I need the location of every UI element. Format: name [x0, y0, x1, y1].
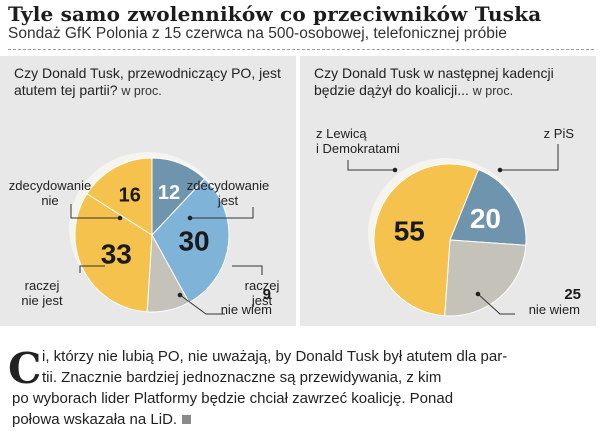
article-line-3: po wyborach lider Platformy będzie chcia… — [12, 390, 454, 407]
left-pie-slice-5 — [86, 157, 153, 236]
right-label-lewica-line-1: z Lewicą — [316, 126, 367, 141]
left-pie-value-5: 16 — [119, 185, 141, 207]
left-leader-raczej-nie-jest — [79, 265, 105, 273]
right-leader-nie-wiem — [477, 293, 515, 315]
right-leader-pis — [500, 144, 559, 171]
left-leader-raczej-jest — [232, 265, 263, 275]
left-leader-zdecydowanie-jest — [190, 207, 254, 219]
right-leader-dot-pis — [497, 167, 503, 173]
left-pie-value-2: 30 — [178, 225, 209, 256]
dashed-divider — [8, 49, 594, 50]
end-of-article-mark — [182, 415, 192, 424]
left-nie-wiem-value: 9 — [263, 286, 271, 303]
left-pie-chart: 12 30 33 16 9 zdecydowanie nie zdecydowanie jest… — [0, 56, 296, 326]
left-leader-dot-zdecydowanie-nie — [117, 215, 123, 221]
left-leader-zdecydowanie-nie — [70, 204, 120, 219]
left-question-unit: w proc. — [121, 84, 162, 98]
left-leader-dot-zdecydowanie-jest — [187, 215, 193, 221]
right-leader-dot-nie-wiem — [475, 291, 481, 297]
left-label-raczej-nie-jest-line-1: raczej — [25, 278, 60, 293]
left-question: Czy Donald Tusk, przewodniczący PO, jest… — [14, 65, 294, 100]
left-label-raczej-jest-line-1: raczej — [245, 278, 280, 293]
right-pie-value-3: 55 — [394, 216, 425, 247]
right-pie-chart: 20 55 25 z Lewicą i Demokratami z PiS nie wiem — [300, 56, 596, 326]
left-question-text: Czy Donald Tusk, przewodniczący PO, jest… — [14, 65, 281, 98]
article-line-2: tii. Znacznie bardziej jednoznaczne są p… — [42, 369, 442, 386]
right-label-pis: z PiS — [544, 126, 575, 141]
left-pie-slice-2 — [151, 178, 230, 304]
right-pie-value-1: 20 — [470, 203, 501, 234]
article-line-4-text: połowa wskazała na LiD. — [12, 411, 178, 428]
right-pie-slice-1 — [449, 168, 527, 246]
left-chart-panel: Czy Donald Tusk, przewodniczący PO, jest… — [0, 56, 296, 326]
left-label-zdecydowanie-nie-line-2: nie — [41, 193, 58, 208]
left-label-zdecydowanie-nie-line-1: zdecydowanie — [9, 178, 91, 193]
right-question: Czy Donald Tusk w następnej kadencji będ… — [314, 65, 594, 100]
right-question-text: Czy Donald Tusk w następnej kadencji będ… — [314, 65, 554, 98]
right-pie-slice-3 — [373, 163, 480, 317]
left-label-zdecydowanie-jest-line-1: zdecydowanie — [187, 178, 269, 193]
left-leader-nie-wiem — [179, 294, 225, 315]
left-leader-dot-nie-wiem — [177, 292, 183, 298]
article-line-1: i, którzy nie lubią PO, nie uważają, by … — [42, 348, 508, 365]
right-chart-panel: Czy Donald Tusk w następnej kadencji będ… — [300, 56, 596, 326]
left-label-raczej-nie-jest-line-2: nie jest — [21, 293, 63, 308]
infographic-subtitle: Sondaż GfK Polonia z 15 czerwca na 500-o… — [8, 25, 507, 42]
left-pie-value-4: 33 — [101, 238, 132, 269]
right-leader-lewica — [347, 160, 395, 171]
article-dropcap: C — [8, 344, 42, 393]
right-leader-dot-lewica — [392, 167, 398, 173]
infographic-title: Tyle samo zwolenników co przeciwników Tu… — [8, 2, 542, 26]
right-nie-wiem-value: 25 — [564, 286, 581, 303]
left-pie-svg: 123033169zdecydowanieniezdecydowaniejest… — [9, 152, 280, 317]
left-label-nie-wiem: nie wiem — [221, 302, 272, 317]
right-pie-slice-2 — [444, 239, 527, 317]
article-line-4: połowa wskazała na LiD. — [12, 409, 192, 430]
left-pie-value-1: 12 — [158, 182, 180, 204]
left-label-raczej-jest-line-2: jest — [251, 293, 273, 308]
right-question-unit: w proc. — [472, 84, 514, 98]
left-label-zdecydowanie-jest-line-2: jest — [217, 193, 239, 208]
right-label-lewica-line-2: i Demokratami — [316, 141, 400, 156]
right-label-nie-wiem: nie wiem — [529, 302, 580, 317]
